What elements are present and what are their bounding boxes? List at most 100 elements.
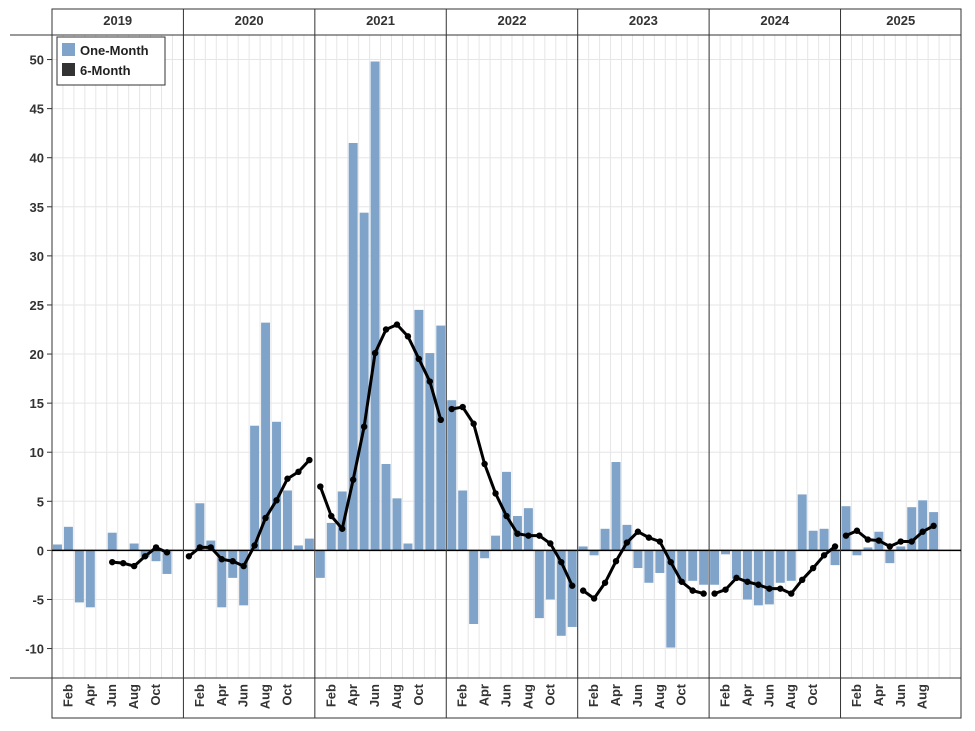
six-month-point	[777, 585, 784, 592]
bar-one-month	[458, 490, 468, 551]
month-tick-label: Apr	[82, 684, 97, 706]
bar-one-month	[742, 550, 752, 600]
six-month-point	[119, 559, 127, 567]
six-month-point	[141, 553, 149, 560]
bar-one-month	[359, 212, 369, 551]
six-month-point	[809, 564, 817, 572]
six-month-point	[536, 532, 543, 539]
bar-one-month	[217, 550, 227, 608]
bar-one-month	[370, 61, 380, 551]
six-month-point	[492, 490, 499, 497]
bar-one-month	[261, 322, 271, 551]
month-tick-label: Apr	[477, 684, 492, 706]
bar-one-month	[830, 550, 840, 566]
six-month-point	[240, 562, 247, 570]
bar-one-month	[545, 550, 555, 600]
bar-one-month	[107, 532, 117, 551]
bar-one-month	[600, 528, 610, 551]
six-month-point	[448, 405, 455, 413]
six-month-point	[700, 590, 707, 597]
six-month-point	[339, 525, 346, 532]
bar-one-month	[195, 503, 205, 551]
bar-one-month	[764, 550, 774, 605]
six-month-point	[382, 326, 390, 333]
bar-one-month	[85, 550, 95, 608]
bar-one-month	[239, 550, 249, 606]
six-month-point	[284, 475, 291, 482]
month-tick-label: Jun	[761, 684, 776, 707]
six-month-point	[875, 537, 883, 544]
bar-one-month	[534, 550, 544, 619]
six-month-point	[328, 512, 335, 520]
y-tick-label: 5	[37, 494, 44, 509]
six-month-point	[459, 403, 466, 411]
six-month-point	[623, 539, 631, 546]
six-month-point	[207, 544, 215, 551]
month-tick-label: Jun	[104, 684, 119, 707]
six-month-point	[547, 540, 554, 547]
bar-one-month	[699, 550, 709, 585]
month-tick-label: Jun	[236, 684, 251, 707]
six-month-point	[130, 562, 138, 570]
month-tick-label: Feb	[849, 684, 864, 707]
six-month-point	[273, 497, 280, 504]
six-month-point	[349, 476, 357, 483]
six-month-point	[590, 595, 598, 602]
bar-one-month	[633, 550, 643, 569]
legend-swatch-six-month	[62, 63, 75, 76]
six-month-point	[185, 553, 193, 560]
six-month-point	[317, 483, 324, 490]
six-month-point	[218, 556, 225, 563]
bar-one-month	[63, 526, 73, 551]
month-tick-label: Apr	[871, 684, 886, 706]
month-tick-label: Jun	[499, 684, 514, 707]
bar-one-month	[918, 500, 928, 551]
month-tick-label: Feb	[192, 684, 207, 707]
month-tick-label: Feb	[586, 684, 601, 707]
legend: One-Month 6-Month	[56, 36, 166, 86]
six-month-point	[360, 423, 368, 430]
y-tick-label: 10	[30, 445, 44, 460]
bar-one-month	[556, 550, 566, 636]
month-tick-label: Aug	[915, 684, 930, 709]
six-month-line-segment	[450, 405, 574, 588]
bar-one-month	[414, 309, 424, 551]
bar-one-month	[53, 544, 62, 551]
bar-one-month	[348, 142, 358, 551]
six-month-point	[569, 582, 576, 589]
month-tick-label: Oct	[279, 683, 294, 705]
six-month-point	[558, 558, 565, 566]
bar-one-month	[293, 545, 303, 551]
month-tick-label: Oct	[542, 683, 557, 705]
bar-one-month	[611, 462, 621, 551]
month-tick-label: Aug	[126, 684, 141, 709]
month-tick-label: Oct	[411, 683, 426, 705]
bar-one-month	[622, 524, 632, 551]
y-tick-label: -10	[25, 642, 44, 657]
bar-one-month	[852, 550, 862, 556]
six-month-point	[163, 549, 171, 556]
bar-one-month	[863, 547, 873, 551]
six-month-point	[930, 522, 937, 530]
six-month-point	[733, 574, 740, 582]
six-month-point	[152, 544, 160, 551]
bar-one-month	[808, 530, 818, 551]
bar-one-month	[129, 543, 139, 551]
six-month-point	[470, 420, 477, 427]
six-month-point	[645, 534, 653, 541]
six-month-point	[842, 532, 850, 539]
legend-swatch-one-month	[62, 43, 75, 56]
month-tick-label: Aug	[389, 684, 404, 709]
legend-label-one-month: One-Month	[80, 43, 149, 58]
six-month-point	[579, 587, 587, 594]
six-month-point	[426, 378, 434, 385]
year-label-2022: 2022	[498, 13, 527, 28]
six-month-point	[886, 543, 894, 550]
month-tick-label: Apr	[214, 684, 229, 706]
six-month-point	[612, 557, 620, 565]
bar-one-month	[523, 508, 533, 551]
bar-one-month	[74, 550, 84, 603]
six-month-point	[514, 530, 521, 537]
month-tick-label: Apr	[739, 684, 754, 706]
